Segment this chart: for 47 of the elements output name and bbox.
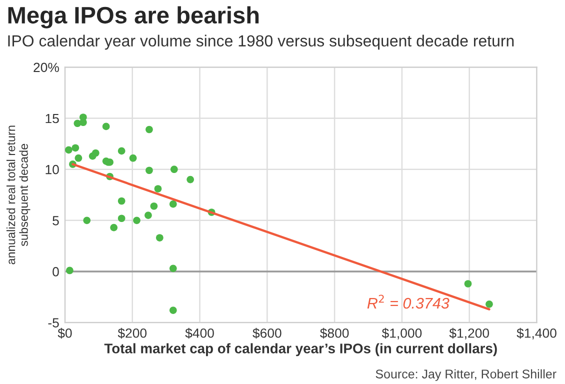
y-tick-label: 5 (52, 216, 59, 226)
x-tick-label: $1,200 (449, 328, 490, 340)
point (83, 216, 91, 224)
point (144, 212, 152, 219)
point (146, 126, 153, 134)
point (150, 202, 158, 210)
point (102, 122, 110, 130)
annotation: R$^{2}$ = 0.3743 (367, 294, 450, 309)
point (169, 306, 177, 314)
y-tick-label: 0 (52, 267, 59, 276)
point (65, 146, 72, 154)
point (92, 149, 100, 157)
y-tick-label: 20% (34, 62, 59, 72)
point (110, 224, 118, 232)
y-tick-label: -5 (48, 318, 59, 328)
point (186, 176, 194, 184)
point (66, 266, 74, 274)
x-axis-title: Total market cap of calendar year’s IPOs (in current dollars) (104, 343, 497, 356)
chart-subtitle: IPO calendar year volume since 1980 versus subsequent decade return (8, 34, 514, 50)
y-tick-label: 15 (46, 114, 59, 124)
x-tick-label: $0 (58, 328, 72, 339)
source-note: Source: Jay Ritter, Robert Shiller (376, 369, 556, 381)
x-tick-label: $1,400 (516, 328, 556, 340)
point (74, 154, 82, 162)
y-axis-title: annualized real total return subsequent decade (6, 126, 30, 264)
x-tick-label: $200 (118, 328, 147, 339)
point (170, 166, 178, 174)
point (72, 144, 80, 152)
point (129, 154, 137, 162)
x-tick-label: $600 (252, 328, 282, 339)
point (118, 147, 126, 155)
point (169, 200, 177, 208)
chart-title: Mega IPOs are bearish (8, 6, 259, 28)
point (79, 118, 87, 126)
point (154, 185, 162, 192)
x-tick-label: $400 (185, 328, 214, 339)
x-tick-label: $800 (320, 328, 349, 339)
point (169, 264, 177, 272)
y-tick-label: 10 (46, 164, 59, 174)
point (133, 216, 140, 224)
point (156, 234, 164, 242)
point (486, 300, 493, 308)
point (118, 197, 126, 205)
point (464, 280, 472, 288)
point (118, 214, 126, 222)
x-tick-label: $1,000 (382, 328, 422, 340)
point (146, 166, 153, 174)
